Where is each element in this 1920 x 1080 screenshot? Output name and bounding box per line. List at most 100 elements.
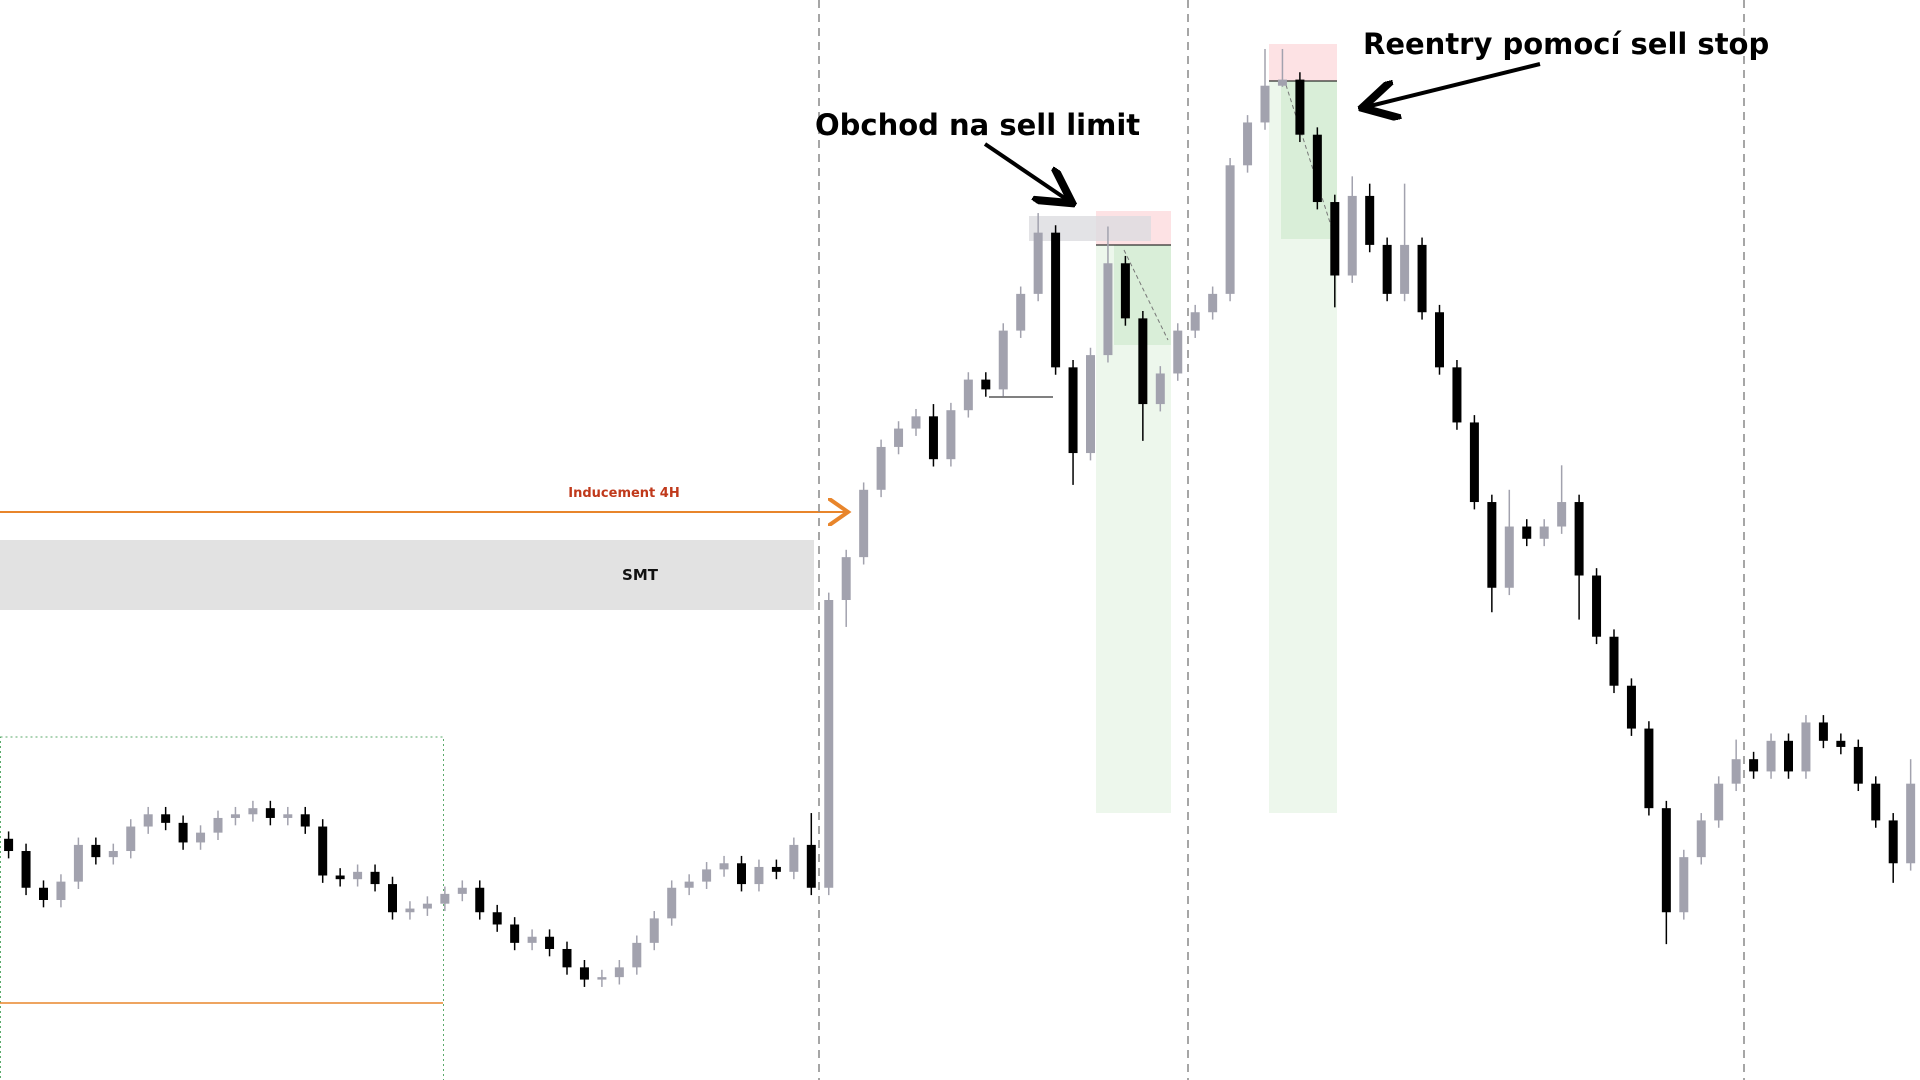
candle-body (1138, 318, 1148, 405)
candle-body (1539, 526, 1549, 539)
candle-body (1871, 783, 1881, 821)
candle-body (1260, 85, 1270, 123)
candle-body (510, 924, 520, 943)
range-box (0, 736, 444, 1080)
candle-body (998, 330, 1008, 390)
annotation-arrow (983, 142, 1069, 201)
candle-body (300, 814, 310, 827)
candle-body (545, 936, 555, 949)
candle-body (126, 826, 136, 852)
candle-body (1679, 857, 1689, 913)
candle-body (388, 884, 397, 913)
trade-path (1123, 249, 1169, 341)
candle-body (39, 887, 48, 900)
candle-body (1784, 740, 1793, 772)
candle-body (824, 600, 834, 888)
candle-body (457, 887, 467, 894)
candle-body (667, 887, 677, 919)
smt-label: SMT (622, 566, 659, 584)
candle-body (108, 851, 118, 858)
candle-body (1400, 244, 1410, 294)
candle-body (1906, 783, 1916, 864)
candle-body (1469, 422, 1479, 503)
candle-body (771, 866, 781, 872)
candle-body (1120, 263, 1130, 319)
candle-body (370, 871, 380, 885)
candle-body (196, 832, 206, 843)
candle-body (1487, 502, 1497, 588)
candle-body (21, 851, 31, 888)
candle-body (1277, 79, 1287, 86)
smt-zone (0, 540, 814, 610)
candle-body (335, 875, 345, 880)
candle-body (1522, 526, 1532, 539)
candle-body (702, 869, 712, 882)
candle-body (963, 379, 973, 411)
candle-body (719, 863, 729, 870)
candle-body (1766, 740, 1776, 772)
candle-body (1225, 165, 1235, 294)
annotation: Obchod na sell limit (815, 108, 1140, 142)
candle-body (1208, 293, 1218, 313)
candle-body (1801, 722, 1811, 772)
candle-body (213, 817, 223, 833)
candle-body (894, 428, 904, 447)
candle-body (1818, 722, 1828, 741)
candle-body (440, 893, 450, 904)
candle-body (1347, 195, 1357, 276)
target-zone-inner (1281, 81, 1337, 239)
candle-body (230, 814, 240, 818)
candle-body (1103, 263, 1113, 356)
candle-body (248, 808, 258, 815)
candle-body (1504, 526, 1514, 588)
candle-body (806, 844, 816, 888)
candle-body (1417, 244, 1427, 313)
zones (0, 0, 1745, 1080)
candle-body (1068, 367, 1078, 454)
candle-body (789, 844, 799, 872)
candle-body (353, 871, 363, 880)
candle-body (475, 887, 485, 913)
candle-body (161, 814, 171, 823)
candle-body (1888, 820, 1898, 864)
candle-body (492, 912, 502, 925)
inducement-label: Inducement 4H (568, 486, 679, 501)
candle-body (981, 379, 991, 390)
candle-body (754, 866, 764, 885)
candle-body (1033, 232, 1043, 294)
candle-body (1731, 759, 1741, 784)
candle-body (579, 967, 589, 980)
candle-body (1592, 575, 1602, 637)
candle-body (562, 948, 572, 968)
candle-body (1016, 293, 1026, 331)
candle-body (405, 908, 415, 913)
candle-body (737, 863, 746, 885)
candle-body (422, 903, 432, 909)
candle-body (859, 489, 869, 558)
candle-body (143, 814, 153, 827)
candle-body (1452, 367, 1462, 423)
candle-body (318, 826, 328, 876)
candle-body (1661, 808, 1671, 913)
order-block (1029, 216, 1151, 241)
candle-body (841, 557, 851, 600)
candle-body (1644, 728, 1654, 809)
candle-body (1190, 312, 1200, 331)
candle-body (1696, 820, 1706, 858)
candle-body (1609, 636, 1619, 686)
candle-body (1714, 783, 1724, 821)
candle-body (178, 822, 188, 843)
candle-body (946, 410, 956, 460)
candle-body (1836, 740, 1846, 747)
candle-body (1382, 244, 1392, 294)
candle-body (527, 936, 537, 943)
trade-path (1285, 84, 1335, 236)
candle-body (632, 942, 642, 968)
candle-body (928, 416, 938, 460)
candle-body (1365, 195, 1375, 245)
candle-body (73, 844, 83, 882)
candle-body (1626, 685, 1636, 729)
candle-body (4, 838, 14, 852)
